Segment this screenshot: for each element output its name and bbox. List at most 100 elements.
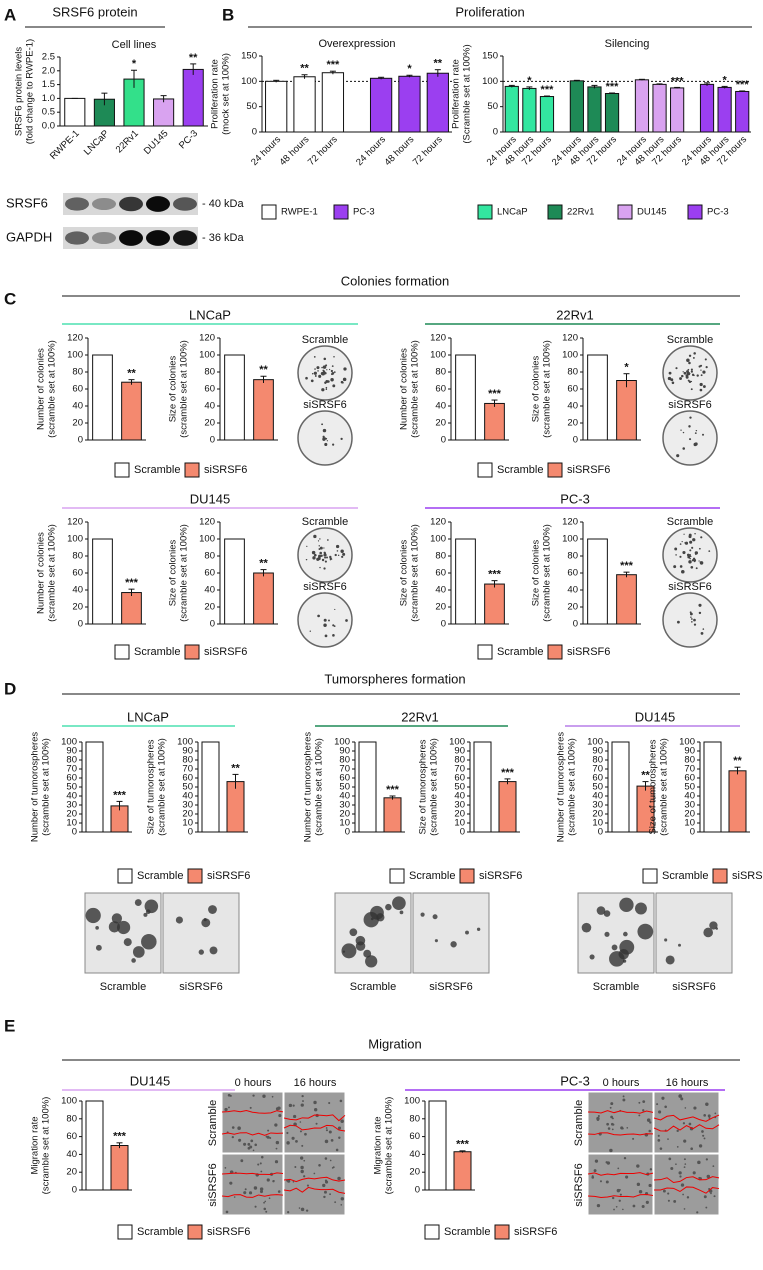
- panel-label: A: [4, 5, 16, 24]
- cell: [263, 1201, 265, 1204]
- y-tick-label: 80: [409, 1113, 420, 1124]
- colony: [688, 354, 692, 357]
- colony: [682, 431, 685, 434]
- sphere: [450, 941, 457, 948]
- legend-swatch: [617, 204, 633, 220]
- cell: [703, 1195, 707, 1199]
- significance: **: [127, 368, 136, 380]
- cell: [683, 1166, 686, 1168]
- x-tick-label: 72 hours: [306, 134, 340, 168]
- y-tick-label: 60: [567, 384, 578, 395]
- legend-swatch: [477, 462, 493, 478]
- colony: [319, 551, 323, 555]
- colony: [676, 620, 680, 624]
- legend-label: PC-3: [353, 207, 375, 218]
- legend-swatch: [261, 204, 277, 220]
- sphere: [434, 939, 438, 943]
- sphere: [141, 934, 157, 950]
- cell: [335, 1148, 339, 1152]
- colony: [332, 443, 335, 446]
- y-axis-label: Migration rate: [30, 1116, 41, 1174]
- cell: [702, 1134, 705, 1137]
- cell: [703, 1137, 706, 1140]
- colony: [319, 546, 323, 550]
- sphere: [611, 944, 618, 951]
- y-axis-label: Size of colonies: [531, 539, 542, 606]
- cell: [324, 1179, 328, 1182]
- bar: [616, 380, 637, 441]
- cell: [707, 1114, 711, 1118]
- y-tick-label: 90: [182, 746, 193, 757]
- legend-label: 22Rv1: [567, 207, 594, 218]
- image-label: siSRSF6: [672, 981, 715, 993]
- bar: [569, 80, 584, 133]
- colony: [325, 386, 328, 389]
- blot-marker: - 36 kDa: [202, 232, 244, 244]
- colony: [702, 385, 706, 388]
- y-tick-label: 40: [454, 791, 465, 802]
- colony: [698, 611, 702, 615]
- cell: [227, 1093, 231, 1097]
- cell: [648, 1183, 652, 1188]
- bar: [703, 741, 722, 833]
- colony: [691, 618, 693, 620]
- y-tick-label: 0: [188, 827, 193, 838]
- y-tick-label: 20: [182, 809, 193, 820]
- colony: [682, 550, 686, 555]
- cell: [265, 1210, 268, 1213]
- y-tick-label: 20: [66, 809, 77, 820]
- cell: [693, 1106, 697, 1110]
- colony: [684, 542, 686, 544]
- cell: [328, 1130, 332, 1134]
- group-title: LNCaP: [189, 307, 231, 322]
- cell: [605, 1180, 609, 1184]
- cell: [698, 1144, 703, 1148]
- legend-swatch: [547, 204, 563, 220]
- cell: [229, 1094, 232, 1097]
- colony: [331, 365, 334, 367]
- chart-title: Silencing: [605, 38, 650, 50]
- cell: [325, 1127, 328, 1129]
- legend-label: RWPE-1: [281, 207, 318, 218]
- cell: [303, 1175, 306, 1178]
- cell: [224, 1107, 228, 1112]
- bar: [652, 83, 667, 133]
- cell: [611, 1196, 615, 1200]
- cell: [224, 1167, 227, 1169]
- y-axis-label: Number of tumorospheres: [303, 732, 314, 843]
- bar: [265, 80, 288, 133]
- y-tick-label: 0: [345, 827, 350, 838]
- colony: [691, 620, 693, 623]
- colony: [681, 374, 684, 378]
- colony: [700, 369, 702, 371]
- cell: [266, 1178, 270, 1182]
- sphere: [476, 927, 481, 932]
- colony: [334, 553, 337, 557]
- bar: [522, 87, 537, 133]
- y-tick-label: 90: [684, 746, 695, 757]
- cell: [673, 1199, 677, 1203]
- significance: **: [300, 63, 309, 75]
- legend-label: DU145: [637, 207, 667, 218]
- y-tick-label: 100: [199, 350, 215, 361]
- sphere: [703, 927, 714, 938]
- bar: [484, 583, 505, 625]
- cell: [591, 1176, 595, 1179]
- y-tick-label: 20: [409, 1167, 420, 1178]
- cell: [305, 1209, 309, 1212]
- legend-swatch: [184, 644, 200, 660]
- colony: [683, 371, 687, 375]
- cell: [238, 1138, 242, 1142]
- y-tick-label: 100: [61, 1096, 77, 1107]
- cell: [675, 1163, 677, 1166]
- bar: [92, 538, 113, 625]
- colony: [700, 536, 703, 539]
- cell: [252, 1149, 255, 1152]
- cell: [618, 1199, 621, 1202]
- colony: [700, 374, 703, 377]
- y-tick-label: 60: [409, 1131, 420, 1142]
- colony: [690, 368, 693, 371]
- sphere: [132, 946, 145, 958]
- legend-label: LNCaP: [497, 207, 528, 218]
- significance: ***: [326, 59, 340, 71]
